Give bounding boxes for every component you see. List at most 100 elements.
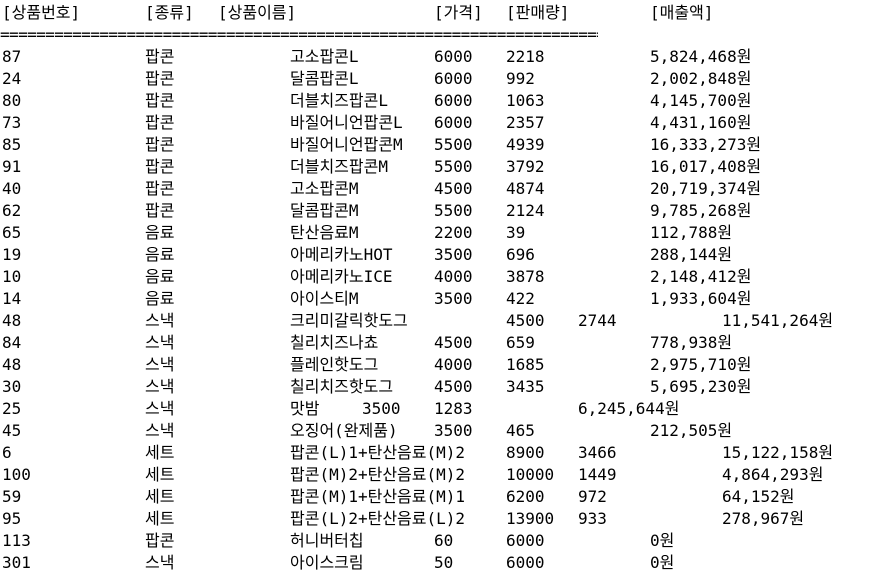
cell-product-id: 301 xyxy=(2,553,31,572)
cell-category: 팝콘 xyxy=(145,201,175,220)
cell-category: 팝콘 xyxy=(145,135,175,154)
cell-category: 스낵 xyxy=(145,355,175,374)
table-row: 6 세트 팝콘(L)1+탄산음료(M)2 8900 3466 15,122,158원 xyxy=(0,442,878,464)
cell-revenue: 112,788원 xyxy=(650,223,733,242)
cell-category: 음료 xyxy=(145,267,175,286)
cell-product-id: 48 xyxy=(2,311,22,330)
separator-row: ========================================… xyxy=(0,24,878,46)
cell-product-id: 59 xyxy=(2,487,22,506)
cell-sales-count: 3466 xyxy=(578,443,617,462)
cell-product-name: 오징어(완제품) xyxy=(290,421,398,440)
header-price: [가격] xyxy=(434,3,483,22)
cell-sales-count: 3435 xyxy=(506,377,545,396)
cell-product-id: 40 xyxy=(2,179,22,198)
cell-product-id: 87 xyxy=(2,47,22,66)
cell-price: 8900 xyxy=(506,443,545,462)
cell-revenue: 16,333,273원 xyxy=(650,135,762,154)
cell-product-name: 아메리카노HOT xyxy=(290,245,393,264)
table-row: 91 팝콘 더블치즈팝콘M 5500 3792 16,017,408원 xyxy=(0,156,878,178)
cell-sales-count: 659 xyxy=(506,333,535,352)
cell-product-id: 84 xyxy=(2,333,22,352)
cell-revenue: 5,695,230원 xyxy=(650,377,752,396)
cell-category: 음료 xyxy=(145,289,175,308)
cell-revenue: 212,505원 xyxy=(650,421,733,440)
cell-sales-count: 2357 xyxy=(506,113,545,132)
cell-product-id: 48 xyxy=(2,355,22,374)
cell-price: 5500 xyxy=(434,201,473,220)
table-row: 19 음료 아메리카노HOT 3500 696 288,144원 xyxy=(0,244,878,266)
cell-product-name: 칠리치즈핫도그 xyxy=(290,377,394,396)
cell-product-id: 95 xyxy=(2,509,22,528)
table-row: 59 세트 팝콘(M)1+탄산음료(M)1 6200 972 64,152원 xyxy=(0,486,878,508)
cell-revenue: 2,148,412원 xyxy=(650,267,752,286)
cell-sales-count: 992 xyxy=(506,69,535,88)
cell-revenue: 2,975,710원 xyxy=(650,355,752,374)
cell-product-name: 더블치즈팝콘L xyxy=(290,91,388,110)
cell-sales-count: 2218 xyxy=(506,47,545,66)
cell-product-name: 맛밤 xyxy=(290,399,320,418)
table-row: 84 스낵 칠리치즈나쵸 4500 659 778,938원 xyxy=(0,332,878,354)
separator-line: ========================================… xyxy=(0,25,598,44)
table-row: 87 팝콘 고소팝콘L 6000 2218 5,824,468원 xyxy=(0,46,878,68)
cell-revenue: 4,864,293원 xyxy=(722,465,824,484)
cell-price: 6000 xyxy=(434,69,473,88)
cell-price: 4000 xyxy=(434,267,473,286)
table-row: 85 팝콘 바질어니언팝콘M 5500 4939 16,333,273원 xyxy=(0,134,878,156)
cell-price: 4500 xyxy=(434,377,473,396)
table-row: 40 팝콘 고소팝콘M 4500 4874 20,719,374원 xyxy=(0,178,878,200)
cell-price: 4500 xyxy=(506,311,545,330)
cell-category: 음료 xyxy=(145,245,175,264)
cell-product-name: 바질어니언팝콘M xyxy=(290,135,403,154)
cell-product-id: 24 xyxy=(2,69,22,88)
cell-sales-count: 39 xyxy=(506,223,526,242)
cell-revenue: 5,824,468원 xyxy=(650,47,752,66)
cell-price: 6000 xyxy=(434,91,473,110)
cell-category: 세트 xyxy=(145,487,175,506)
cell-price: 4000 xyxy=(434,355,473,374)
cell-revenue: 16,017,408원 xyxy=(650,157,762,176)
cell-product-id: 6 xyxy=(2,443,12,462)
cell-product-id: 113 xyxy=(2,531,31,550)
table-row: 14 음료 아이스티M 3500 422 1,933,604원 xyxy=(0,288,878,310)
cell-sales-count: 1063 xyxy=(506,91,545,110)
header-id: [상품번호] xyxy=(2,3,81,22)
cell-product-id: 73 xyxy=(2,113,22,132)
cell-sales-count: 1685 xyxy=(506,355,545,374)
cell-product-id: 25 xyxy=(2,399,22,418)
cell-product-name: 허니버터칩 xyxy=(290,531,364,550)
cell-price: 13900 xyxy=(506,509,555,528)
cell-sales-count: 465 xyxy=(506,421,535,440)
table-row: 113 팝콘 허니버터칩 60 6000 0원 xyxy=(0,530,878,552)
cell-product-name: 아이스티M xyxy=(290,289,359,308)
header-category: [종류] xyxy=(145,3,194,22)
cell-price: 3500 xyxy=(362,399,401,418)
cell-product-name: 더블치즈팝콘M xyxy=(290,157,388,176)
table-row: 48 스낵 플레인핫도그 4000 1685 2,975,710원 xyxy=(0,354,878,376)
cell-revenue: 20,719,374원 xyxy=(650,179,762,198)
cell-product-name: 팝콘(L)1+탄산음료(M)2 xyxy=(290,443,466,462)
cell-product-name: 플레인핫도그 xyxy=(290,355,379,374)
cell-product-name: 칠리치즈나쵸 xyxy=(290,333,379,352)
cell-category: 팝콘 xyxy=(145,47,175,66)
cell-revenue: 778,938원 xyxy=(650,333,733,352)
cell-category: 팝콘 xyxy=(145,113,175,132)
header-name: [상품이름] xyxy=(218,3,297,22)
cell-product-id: 30 xyxy=(2,377,22,396)
table-row: 100 세트 팝콘(M)2+탄산음료(M)2 10000 1449 4,864,293원 xyxy=(0,464,878,486)
cell-category: 스낵 xyxy=(145,333,175,352)
cell-sales-count: 4874 xyxy=(506,179,545,198)
cell-product-id: 62 xyxy=(2,201,22,220)
cell-price: 2200 xyxy=(434,223,473,242)
cell-product-id: 65 xyxy=(2,223,22,242)
cell-price: 6000 xyxy=(434,113,473,132)
cell-revenue: 9,785,268원 xyxy=(650,201,752,220)
cell-price: 4500 xyxy=(434,333,473,352)
cell-sales-count: 1283 xyxy=(434,399,473,418)
header-sales: [판매량] xyxy=(506,3,570,22)
cell-category: 세트 xyxy=(145,443,175,462)
header-row: [상품번호] [종류] [상품이름] [가격] [판매량] [매출액] xyxy=(0,2,878,24)
table-row: 73 팝콘 바질어니언팝콘L 6000 2357 4,431,160원 xyxy=(0,112,878,134)
cell-category: 스낵 xyxy=(145,421,175,440)
cell-product-name: 아이스크림 xyxy=(290,553,364,572)
table-row: 301 스낵 아이스크림 50 6000 0원 xyxy=(0,552,878,574)
